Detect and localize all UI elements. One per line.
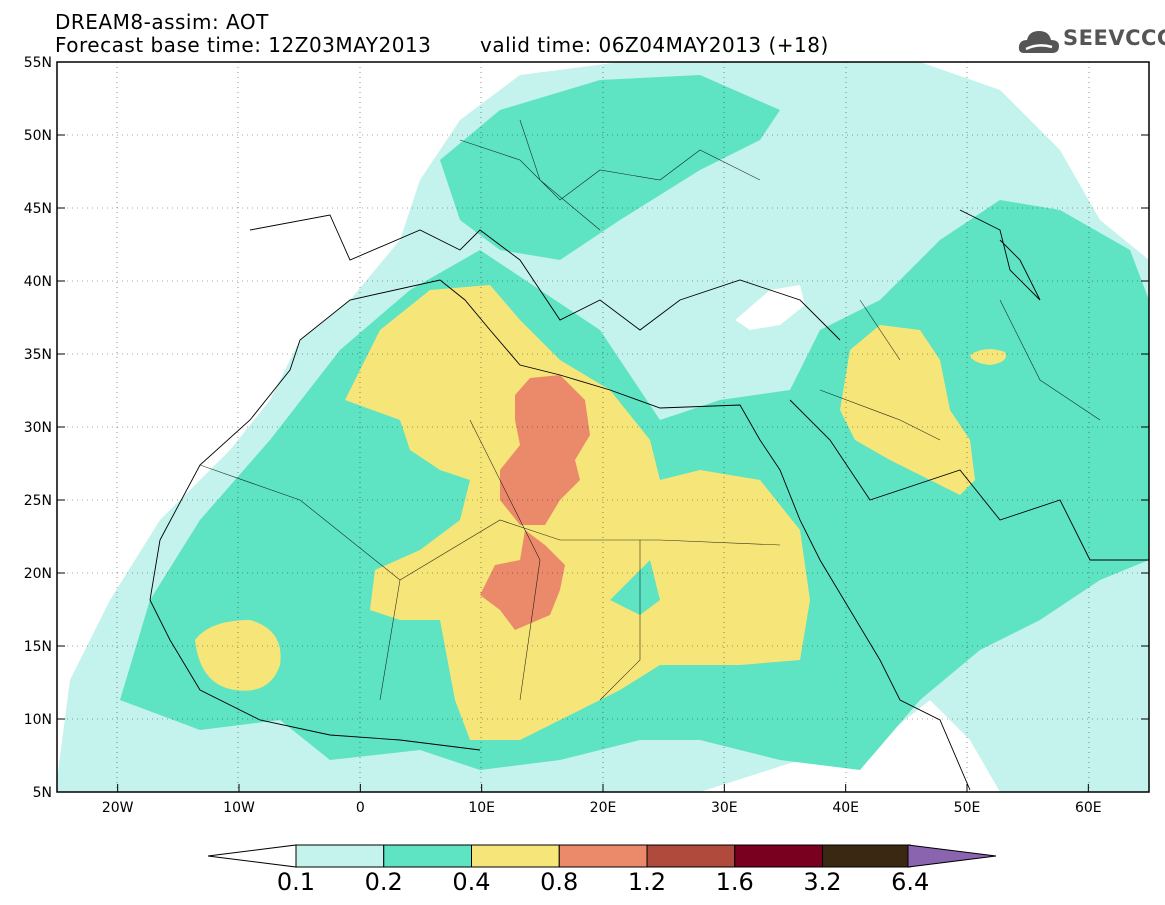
latitude-axis: 55N 50N 45N 40N 35N 30N 25N 20N 15N 10N 5N [24,55,1149,801]
colorbar [207,844,997,868]
aot-0.2-band-europe [440,75,780,260]
colorbar-label: 0.1 [276,868,316,896]
colorbar-label: 1.2 [627,868,667,896]
colorbar-label: 6.4 [891,868,930,896]
colorbar-cell [646,844,736,868]
coastline-europe [249,214,841,341]
lat-tick-label: 50N [24,128,52,144]
coastline-arabia [789,399,1149,561]
cloud-logo-icon [1018,31,1059,53]
coastline-caspian [959,209,1041,301]
aot-0.4-band-central [345,285,810,740]
aot-0.8-band-libya [500,375,590,525]
gridlines [57,62,1149,792]
colorbar-label: 1.6 [715,868,754,896]
colorbar-label: 0.8 [540,868,579,896]
colorbar-cell [383,844,472,868]
coastline-africa [159,279,971,791]
colorbar-cell [734,844,823,868]
chart-title: DREAM8-assim: AOT [55,10,269,34]
lat-tick-label: 10N [24,712,52,728]
colorbar-cell [295,844,385,868]
lat-tick-label: 40N [24,274,52,290]
aot-0.4-band-iraq [840,325,975,495]
coastline-gulf-of-guinea [149,539,481,751]
lon-tick-label: 20W [102,800,134,816]
lon-tick-label: 10E [468,800,495,816]
lon-tick-label: 60E [1075,800,1102,816]
aot-0.4-band-sahel-west [195,620,281,691]
longitude-axis: 20W 10W 0 10E 20E 30E 40E 50E 60E [102,784,1102,816]
lat-tick-label: 55N [24,55,52,71]
aot-0.2-patch-chad [610,560,660,615]
colorbar-cell [471,844,560,868]
colorbar-cell [558,844,648,868]
borders-middle-east [819,299,1101,441]
lat-tick-label: 20N [24,566,52,582]
lon-tick-label: 50E [954,800,981,816]
lon-tick-label: 20E [590,800,617,816]
lat-tick-label: 30N [24,420,52,436]
valid-time: valid time: 06Z04MAY2013 (+18) [480,33,829,57]
logo-text: SEEVCCC [1063,26,1165,50]
aot-0.4-band-iran [970,349,1006,365]
lat-tick-label: 5N [33,785,52,801]
lon-tick-label: 40E [832,800,859,816]
colorbar-underflow [207,844,297,868]
colorbar-label: 0.2 [364,868,403,896]
aot-0.8-band-chad [480,530,565,630]
borders-africa [199,419,781,701]
colorbar-cell [822,844,911,868]
colorbar-overflow [907,844,997,868]
colorbar-label: 0.4 [452,868,491,896]
borders-europe [459,119,761,231]
colorbar-label: 3.2 [803,868,842,896]
lat-tick-label: 15N [24,639,52,655]
lat-tick-label: 45N [24,201,52,217]
lon-tick-label: 10W [223,800,255,816]
lon-tick-label: 0 [356,800,365,816]
lat-tick-label: 25N [24,493,52,509]
forecast-base-time: Forecast base time: 12Z03MAY2013 [55,33,432,57]
lon-tick-label: 30E [711,800,738,816]
lat-tick-label: 35N [24,347,52,363]
